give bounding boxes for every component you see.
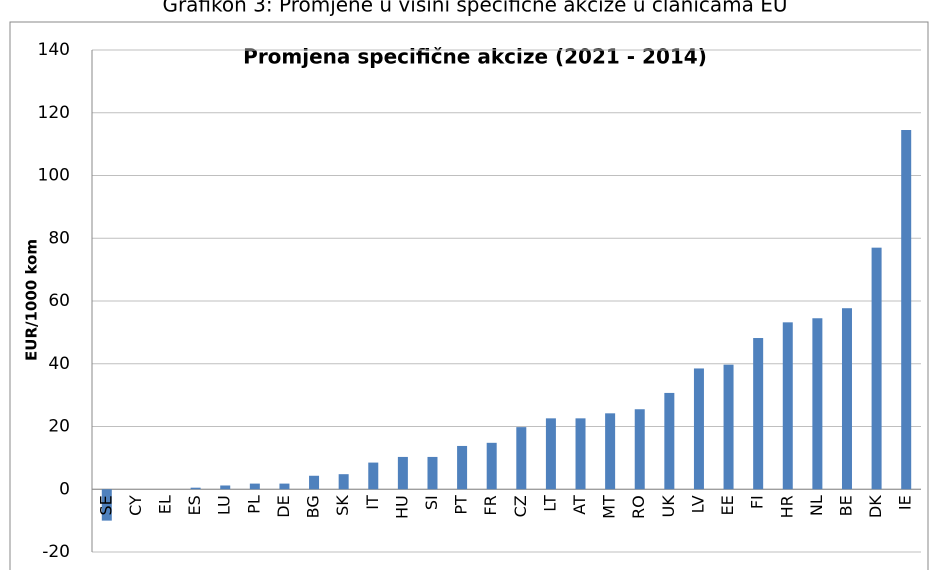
x-tick-label: ES <box>185 495 204 515</box>
bar <box>575 418 586 490</box>
bar <box>871 247 882 490</box>
caption: Grafikon 3: Promjene u visini specifične… <box>162 0 787 17</box>
x-tick-label: HR <box>777 495 796 518</box>
x-tick-label: FR <box>481 495 500 515</box>
chart-border <box>9 21 929 570</box>
x-tick-label: SE <box>96 495 115 515</box>
bar <box>338 474 349 490</box>
x-tick-label: HU <box>392 495 411 519</box>
y-tick-label: 100 <box>38 166 70 186</box>
x-tick-label: MT <box>600 495 619 519</box>
x-tick-label: CY <box>126 495 145 516</box>
bar <box>190 487 201 490</box>
bar <box>723 364 734 490</box>
x-tick-label: BE <box>836 495 855 516</box>
bar <box>782 322 793 490</box>
y-tick-label: 20 <box>48 417 70 437</box>
bar <box>486 442 497 490</box>
bar <box>634 409 645 490</box>
y-tick-label: 60 <box>48 291 70 311</box>
y-tick-label: 0 <box>59 479 70 499</box>
bar <box>516 427 527 490</box>
bar <box>693 368 704 490</box>
bar <box>545 418 556 490</box>
x-tick-label: DK <box>866 495 885 518</box>
bar <box>457 445 468 490</box>
bar <box>841 308 852 490</box>
x-tick-label: NL <box>807 495 826 516</box>
x-tick-label: DE <box>274 495 293 517</box>
y-tick-label: 120 <box>38 103 70 123</box>
bar <box>812 318 823 490</box>
x-tick-label: PL <box>244 495 263 514</box>
x-tick-label: EL <box>156 495 175 514</box>
bar <box>664 392 675 490</box>
x-tick-label: AT <box>570 495 589 515</box>
y-tick-label: -20 <box>42 542 70 562</box>
x-tick-label: EE <box>718 495 737 515</box>
bar <box>753 338 764 490</box>
x-tick-label: PT <box>452 495 471 515</box>
x-tick-label: LV <box>688 495 707 513</box>
x-tick-label: SK <box>333 495 352 516</box>
x-tick-label: LU <box>215 495 234 515</box>
bar <box>901 130 912 490</box>
bar <box>605 413 616 490</box>
y-axis-title: EUR/1000 kom <box>23 239 41 361</box>
bar <box>101 489 112 521</box>
y-tick-label: 140 <box>38 40 70 60</box>
x-tick-label: UK <box>659 495 678 518</box>
bar <box>368 462 379 490</box>
bar <box>397 456 408 490</box>
x-tick-label: IT <box>363 495 382 510</box>
x-tick-label: SI <box>422 495 441 510</box>
y-tick-label: 40 <box>48 354 70 374</box>
x-tick-label: CZ <box>511 495 530 517</box>
chart-title: Promjena specifične akcize (2021 - 2014) <box>243 45 707 69</box>
y-tick-label: 80 <box>48 228 70 248</box>
bar <box>309 475 320 490</box>
bar <box>427 456 438 490</box>
bar <box>220 485 231 490</box>
x-tick-label: BG <box>304 495 323 518</box>
x-tick-label: RO <box>629 495 648 519</box>
x-tick-label: LT <box>540 495 559 512</box>
x-tick-label: IE <box>896 495 915 510</box>
bar <box>279 483 290 490</box>
bar <box>249 483 260 490</box>
x-tick-label: FI <box>748 495 767 509</box>
